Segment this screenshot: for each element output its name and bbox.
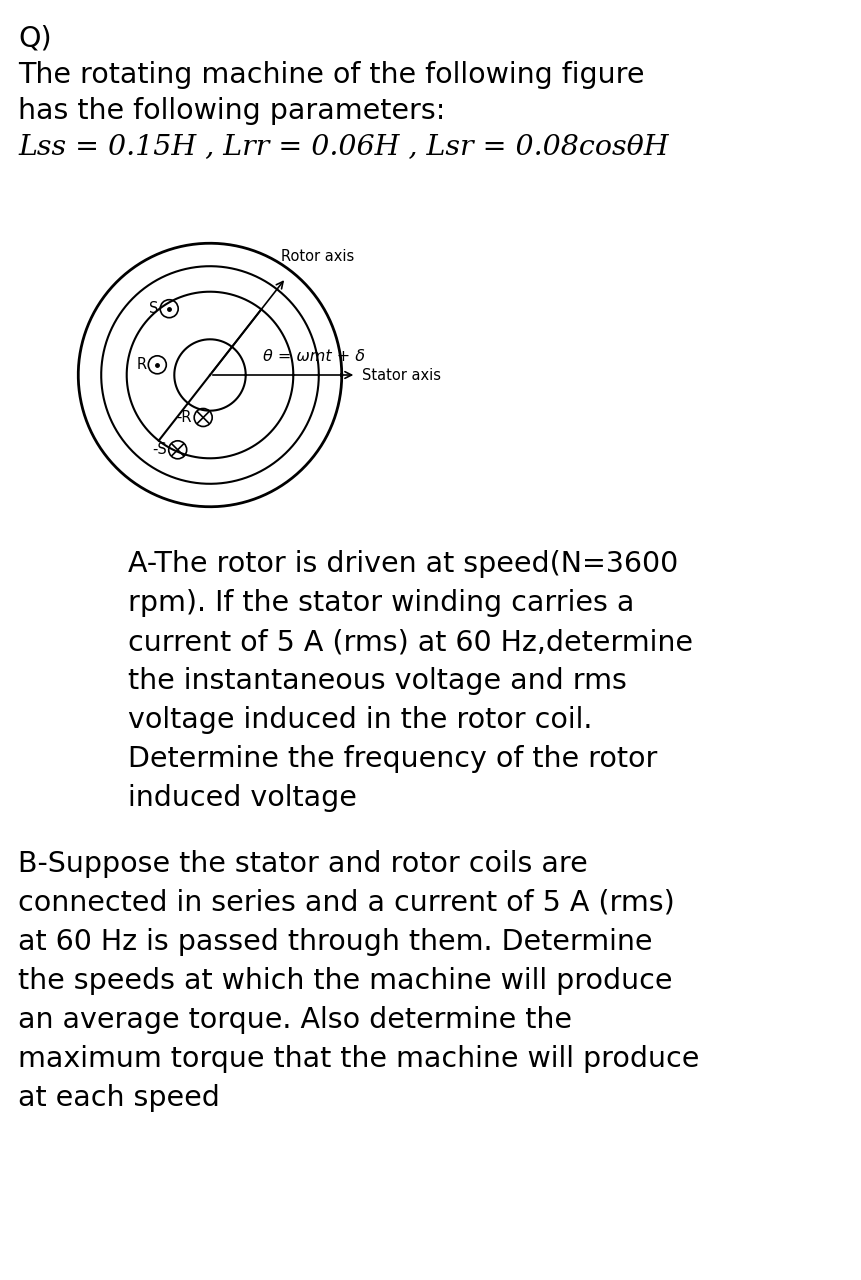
Text: has the following parameters:: has the following parameters:: [18, 97, 445, 125]
Text: A-The rotor is driven at speed(N=3600
rpm). If the stator winding carries a
curr: A-The rotor is driven at speed(N=3600 rp…: [128, 550, 693, 812]
Text: Q): Q): [18, 26, 52, 52]
Text: -R: -R: [177, 410, 192, 425]
Text: Stator axis: Stator axis: [362, 367, 441, 383]
Text: S: S: [149, 301, 158, 316]
Text: Lss = 0.15H , Lrr = 0.06H , Lsr = 0.08cosθH: Lss = 0.15H , Lrr = 0.06H , Lsr = 0.08co…: [18, 133, 669, 160]
Text: -S: -S: [152, 443, 167, 457]
Text: B-Suppose the stator and rotor coils are
connected in series and a current of 5 : B-Suppose the stator and rotor coils are…: [18, 850, 699, 1112]
Text: Rotor axis: Rotor axis: [281, 248, 354, 264]
Text: The rotating machine of the following figure: The rotating machine of the following fi…: [18, 61, 645, 90]
Text: R: R: [136, 357, 146, 372]
Text: θ = ωmt + δ: θ = ωmt + δ: [263, 348, 365, 364]
